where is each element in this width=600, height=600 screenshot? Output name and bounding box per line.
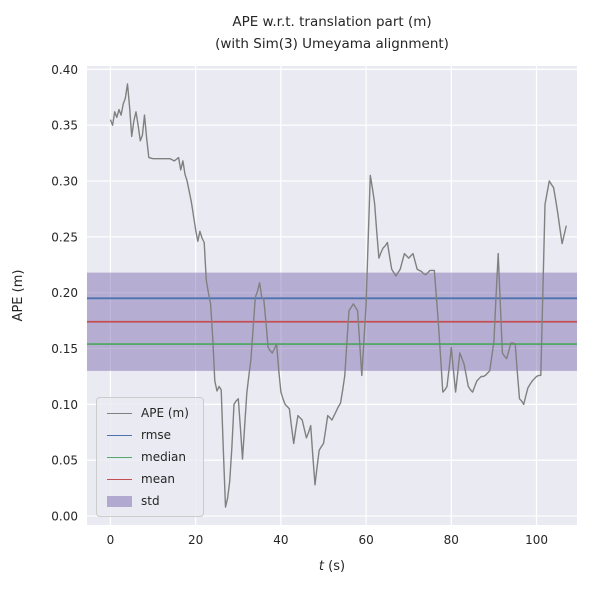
legend-swatch-icon <box>107 478 132 480</box>
chart-subtitle: (with Sim(3) Umeyama alignment) <box>215 35 449 52</box>
y-tick-label: 0.35 <box>51 119 78 133</box>
legend-label: std <box>141 494 160 508</box>
x-tick-label: 20 <box>188 533 203 547</box>
ape-line <box>109 83 567 508</box>
legend-label: APE (m) <box>141 406 189 420</box>
legend-item-std: std <box>107 494 189 508</box>
y-tick-label: 0.20 <box>51 286 78 300</box>
legend-label: mean <box>141 472 176 486</box>
legend-item-rmse: rmse <box>107 428 189 442</box>
y-tick-label: 0.30 <box>51 175 78 189</box>
x-tick-label: 0 <box>107 533 115 547</box>
y-tick-label: 0.10 <box>51 398 78 412</box>
legend-swatch-icon <box>107 434 132 436</box>
y-tick-label: 0.25 <box>51 230 78 244</box>
legend-item-median: median <box>107 450 189 464</box>
legend: APE (m) rmse median mean std <box>96 397 204 517</box>
chart-title: APE w.r.t. translation part (m) <box>232 14 432 30</box>
x-tick-label: 100 <box>525 533 548 547</box>
legend-swatch-icon <box>107 456 132 458</box>
y-axis-label: APE (m) <box>11 270 26 322</box>
y-tick-label: 0.40 <box>51 63 78 77</box>
y-tick-label: 0.15 <box>51 342 78 356</box>
x-axis-label: t (s) <box>319 559 345 574</box>
x-tick-label: 80 <box>444 533 459 547</box>
y-tick-label: 0.00 <box>51 510 78 524</box>
title-block: APE w.r.t. translation part (m) (with Si… <box>87 12 577 55</box>
x-tick-label: 60 <box>358 533 373 547</box>
legend-label: rmse <box>141 428 172 442</box>
x-tick-label: 40 <box>273 533 288 547</box>
y-tick-label: 0.05 <box>51 454 78 468</box>
legend-swatch-icon <box>107 412 132 414</box>
legend-item-ape-m-: APE (m) <box>107 406 189 420</box>
legend-label: median <box>141 450 186 464</box>
legend-swatch-icon <box>107 495 132 507</box>
legend-item-mean: mean <box>107 472 189 486</box>
